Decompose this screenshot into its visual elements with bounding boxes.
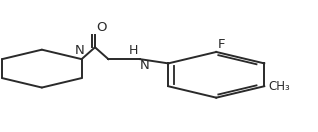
Text: H: H [129, 44, 138, 57]
Text: F: F [218, 38, 225, 51]
Text: N: N [75, 44, 85, 56]
Text: O: O [97, 21, 107, 34]
Text: N: N [139, 59, 149, 72]
Text: CH₃: CH₃ [268, 80, 290, 93]
